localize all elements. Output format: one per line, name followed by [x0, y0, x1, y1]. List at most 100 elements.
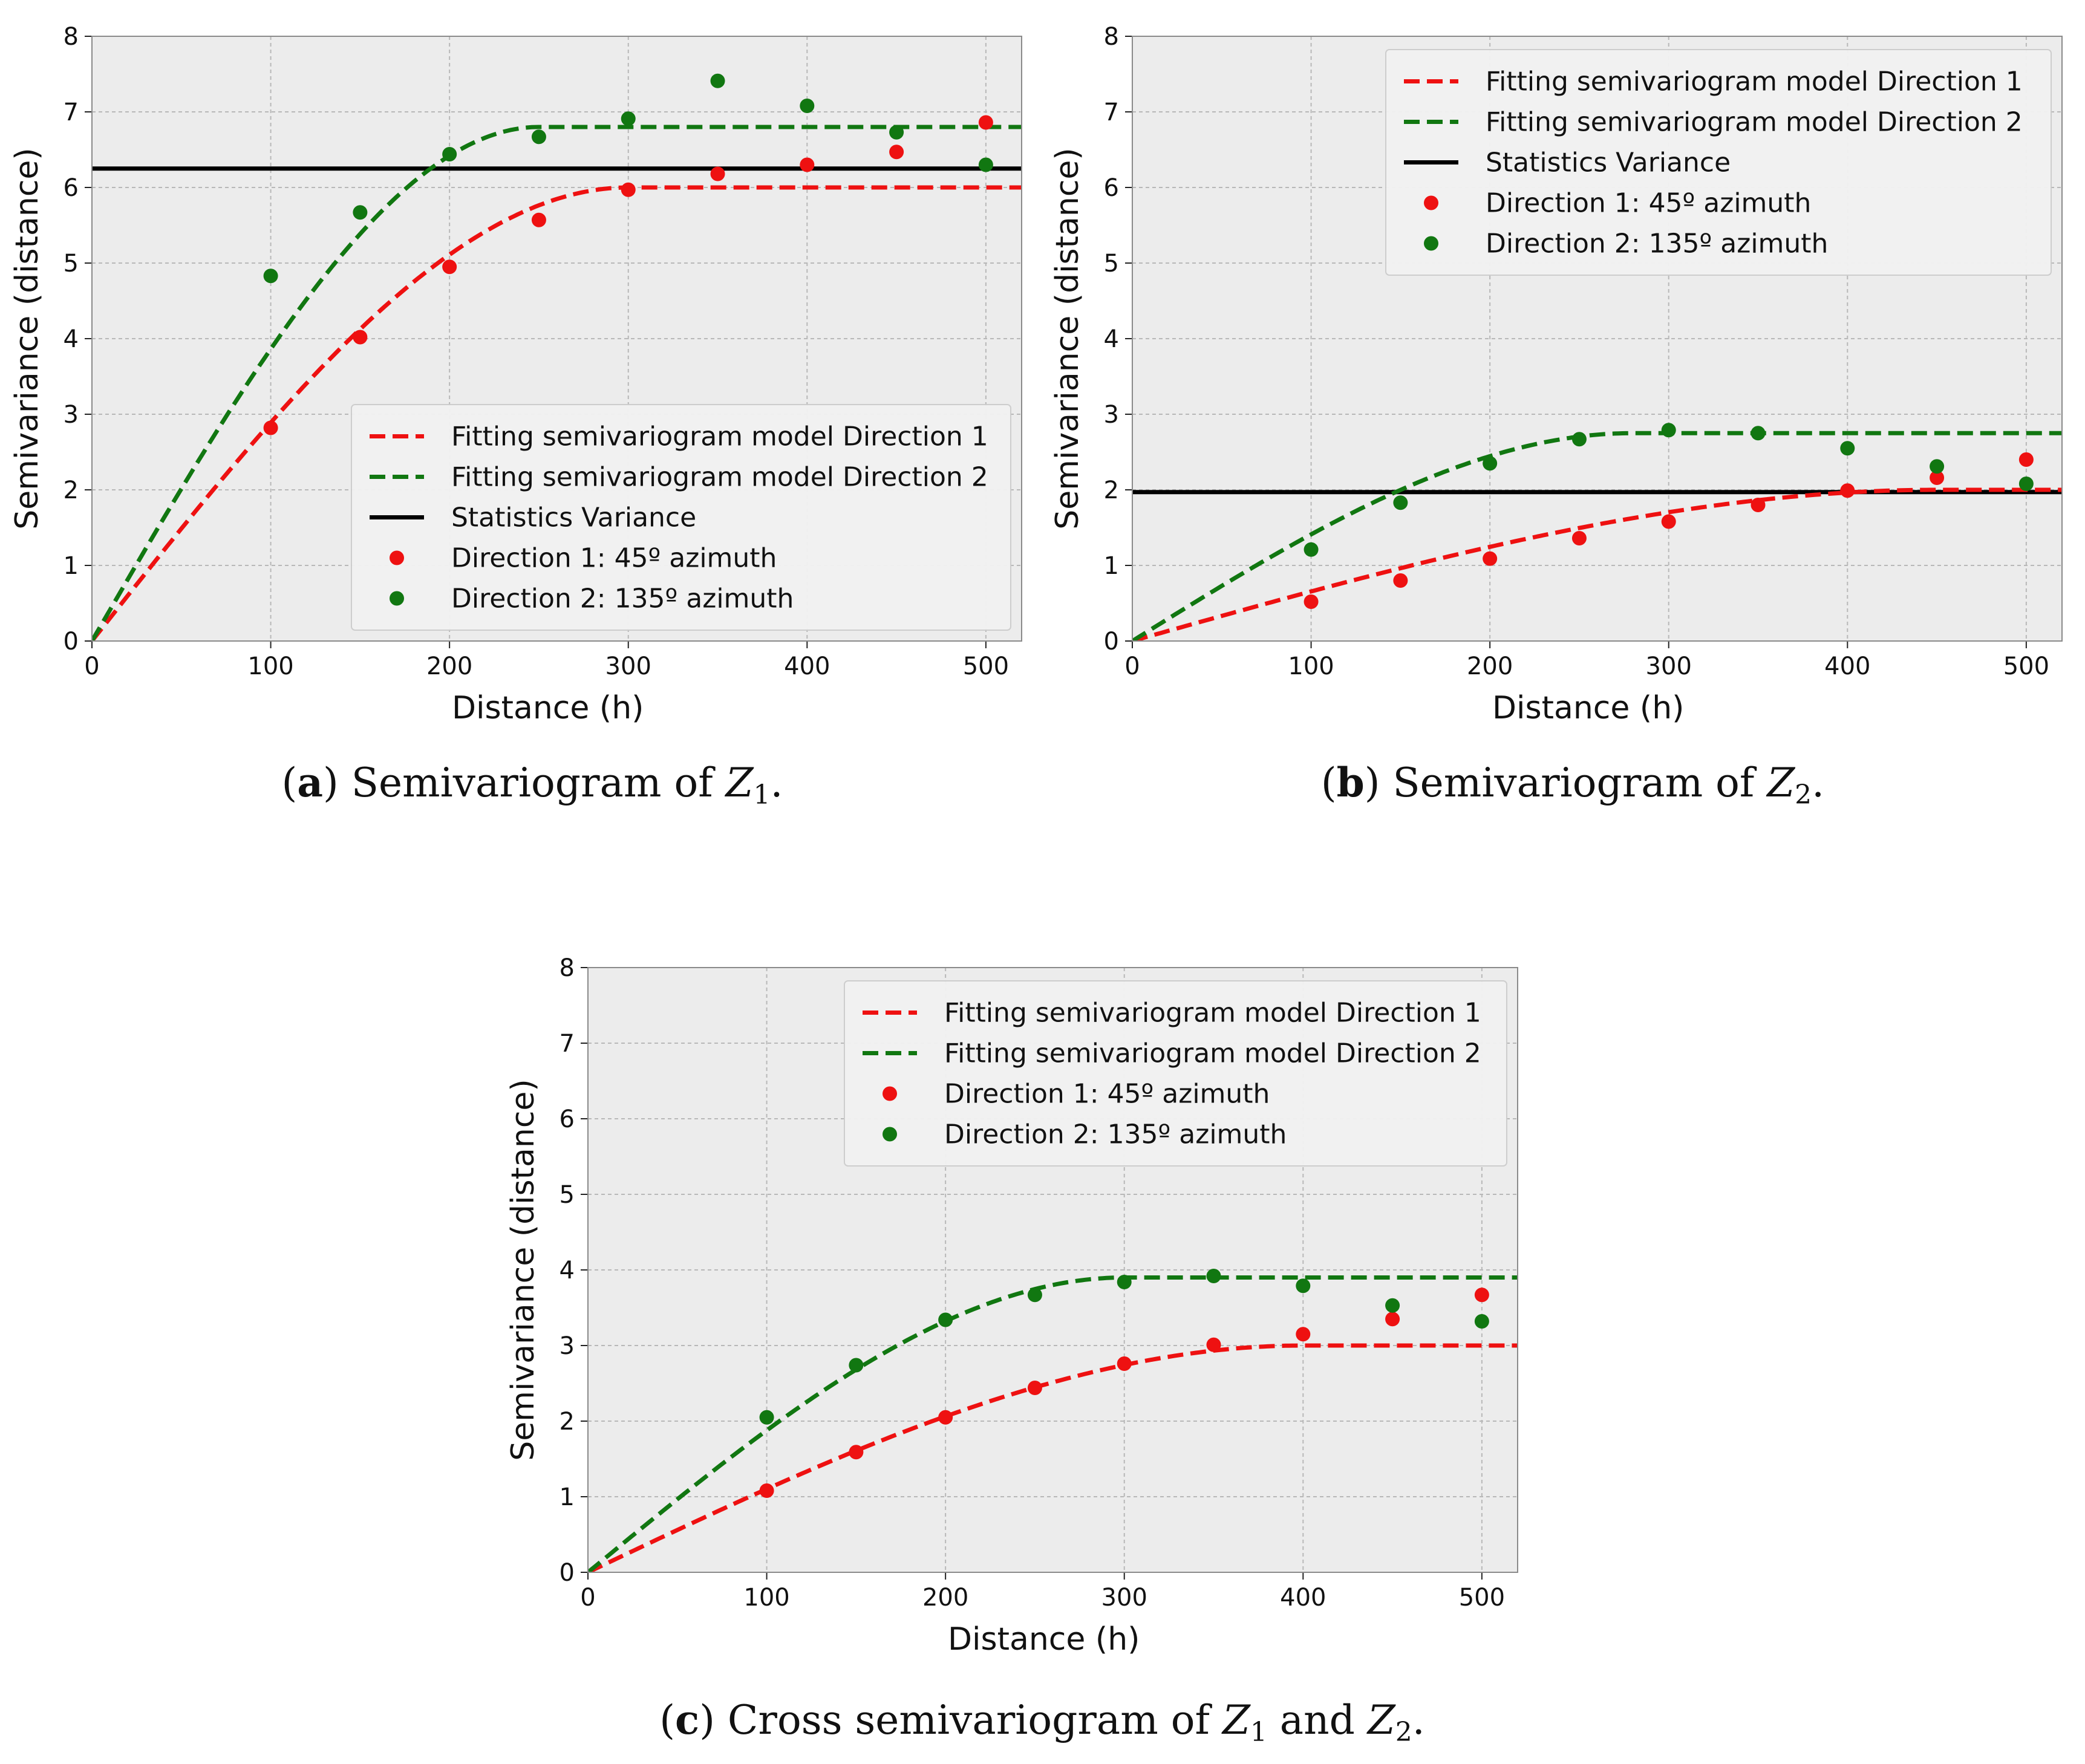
- x-tick-label: 100: [743, 1584, 789, 1612]
- legend-swatch-dot: [1424, 236, 1438, 251]
- point-direction-1: [1661, 514, 1676, 529]
- y-axis-label: Semivariance (distance): [1049, 148, 1086, 529]
- point-direction-1: [1483, 551, 1498, 566]
- point-direction-1: [263, 420, 278, 435]
- point-direction-1: [1296, 1327, 1311, 1342]
- point-direction-1: [1117, 1356, 1132, 1371]
- legend-label: Fitting semivariogram model Direction 1: [1486, 67, 2023, 97]
- model-curve-direction-1: [588, 1343, 1518, 1572]
- model-curve-direction-2: [588, 1275, 1518, 1572]
- y-tick-label: 1: [560, 1483, 575, 1511]
- plot-frame: [1132, 36, 2063, 642]
- x-tick-label: 500: [1459, 1584, 1505, 1612]
- legend-label: Direction 2: 135º azimuth: [944, 1119, 1287, 1150]
- point-direction-2: [1474, 1314, 1489, 1329]
- legend-label: Fitting semivariogram model Direction 2: [1486, 107, 2023, 138]
- legend-label: Fitting semivariogram model Direction 2: [944, 1038, 1481, 1069]
- model-curve-direction-2: [1132, 431, 2062, 641]
- point-direction-2: [1661, 423, 1676, 438]
- plot-content: [92, 73, 1022, 641]
- y-axis-label: Semivariance (distance): [505, 1079, 541, 1460]
- y-tick-label: 5: [1104, 250, 1119, 278]
- legend: Fitting semivariogram model Direction 1 F…: [1385, 49, 2052, 276]
- x-tick-label: 300: [1101, 1584, 1147, 1612]
- point-direction-1: [2018, 452, 2034, 467]
- y-tick-label: 3: [560, 1332, 575, 1360]
- legend-swatch-dot: [390, 550, 404, 565]
- x-tick-label: 100: [1288, 653, 1334, 680]
- point-direction-1: [353, 330, 368, 345]
- caption-c: (c) Cross semivariogram of Z1 and Z2.: [659, 1696, 1425, 1748]
- y-tick-label: 0: [560, 1559, 575, 1587]
- point-direction-1: [1751, 498, 1766, 512]
- y-tick-label: 7: [64, 99, 79, 126]
- x-tick-label: 400: [784, 653, 830, 680]
- point-direction-2: [710, 73, 725, 88]
- point-direction-2: [849, 1358, 864, 1373]
- point-direction-2: [800, 99, 815, 113]
- point-direction-1: [1027, 1381, 1042, 1395]
- y-tick-label: 5: [64, 250, 79, 278]
- legend: Fitting semivariogram model Direction 1 F…: [844, 980, 1507, 1167]
- point-direction-2: [1571, 432, 1587, 447]
- y-tick-label: 8: [1104, 23, 1119, 51]
- point-direction-2: [1840, 441, 1855, 456]
- x-tick-label: 300: [605, 653, 651, 680]
- point-direction-1: [889, 145, 904, 160]
- point-direction-1: [1571, 531, 1587, 545]
- legend-label: Direction 1: 45º azimuth: [944, 1079, 1270, 1110]
- y-tick-label: 2: [1104, 477, 1119, 504]
- point-direction-1: [1840, 483, 1855, 498]
- point-direction-2: [1117, 1275, 1132, 1289]
- point-direction-1: [442, 259, 457, 275]
- y-tick-label: 7: [1104, 99, 1119, 126]
- legend-label: Fitting semivariogram model Direction 2: [451, 462, 988, 493]
- point-direction-1: [621, 182, 636, 197]
- y-tick-label: 6: [560, 1105, 575, 1133]
- y-tick-label: 3: [1104, 401, 1119, 429]
- y-tick-label: 2: [560, 1408, 575, 1436]
- y-tick-label: 4: [64, 325, 79, 353]
- point-direction-2: [1483, 456, 1498, 471]
- x-axis-label: Distance (h): [1492, 690, 1684, 726]
- y-tick-label: 6: [64, 174, 79, 202]
- y-tick-label: 5: [560, 1181, 575, 1209]
- legend-label: Fitting semivariogram model Direction 1: [944, 998, 1481, 1029]
- point-direction-2: [442, 147, 457, 161]
- x-tick-label: 200: [1467, 653, 1513, 680]
- y-tick-label: 8: [64, 23, 79, 51]
- point-direction-2: [531, 129, 546, 145]
- x-tick-label: 100: [247, 653, 293, 680]
- point-direction-1: [531, 212, 546, 227]
- y-tick-label: 1: [64, 552, 79, 580]
- point-direction-2: [938, 1312, 953, 1327]
- plot-frame: [587, 967, 1518, 1573]
- x-axis-label: Distance (h): [452, 690, 644, 726]
- point-direction-2: [978, 157, 993, 172]
- point-direction-1: [978, 115, 993, 130]
- point-direction-2: [621, 111, 636, 126]
- legend-label: Direction 1: 45º azimuth: [451, 543, 777, 574]
- point-direction-1: [1393, 573, 1408, 588]
- x-tick-label: 200: [922, 1584, 968, 1612]
- legend-label: Direction 2: 135º azimuth: [451, 584, 794, 614]
- point-direction-2: [1393, 495, 1408, 510]
- model-curve-direction-1: [1132, 487, 2062, 641]
- plot-content: [588, 1269, 1518, 1572]
- x-tick-label: 500: [963, 653, 1009, 680]
- x-tick-label: 0: [1124, 653, 1140, 680]
- y-tick-label: 6: [1104, 174, 1119, 202]
- point-direction-2: [1304, 542, 1319, 557]
- legend-label: Direction 2: 135º azimuth: [1486, 229, 1828, 259]
- plot-content: [1132, 423, 2062, 641]
- y-tick-label: 0: [1104, 628, 1119, 656]
- caption-a: (a) Semivariogram of Z1.: [281, 759, 783, 810]
- point-direction-1: [759, 1483, 774, 1498]
- point-direction-1: [1206, 1337, 1221, 1352]
- point-direction-2: [1027, 1287, 1042, 1303]
- y-tick-label: 4: [1104, 325, 1119, 353]
- point-direction-2: [889, 125, 904, 140]
- y-tick-label: 1: [1104, 552, 1119, 580]
- point-direction-1: [710, 166, 725, 181]
